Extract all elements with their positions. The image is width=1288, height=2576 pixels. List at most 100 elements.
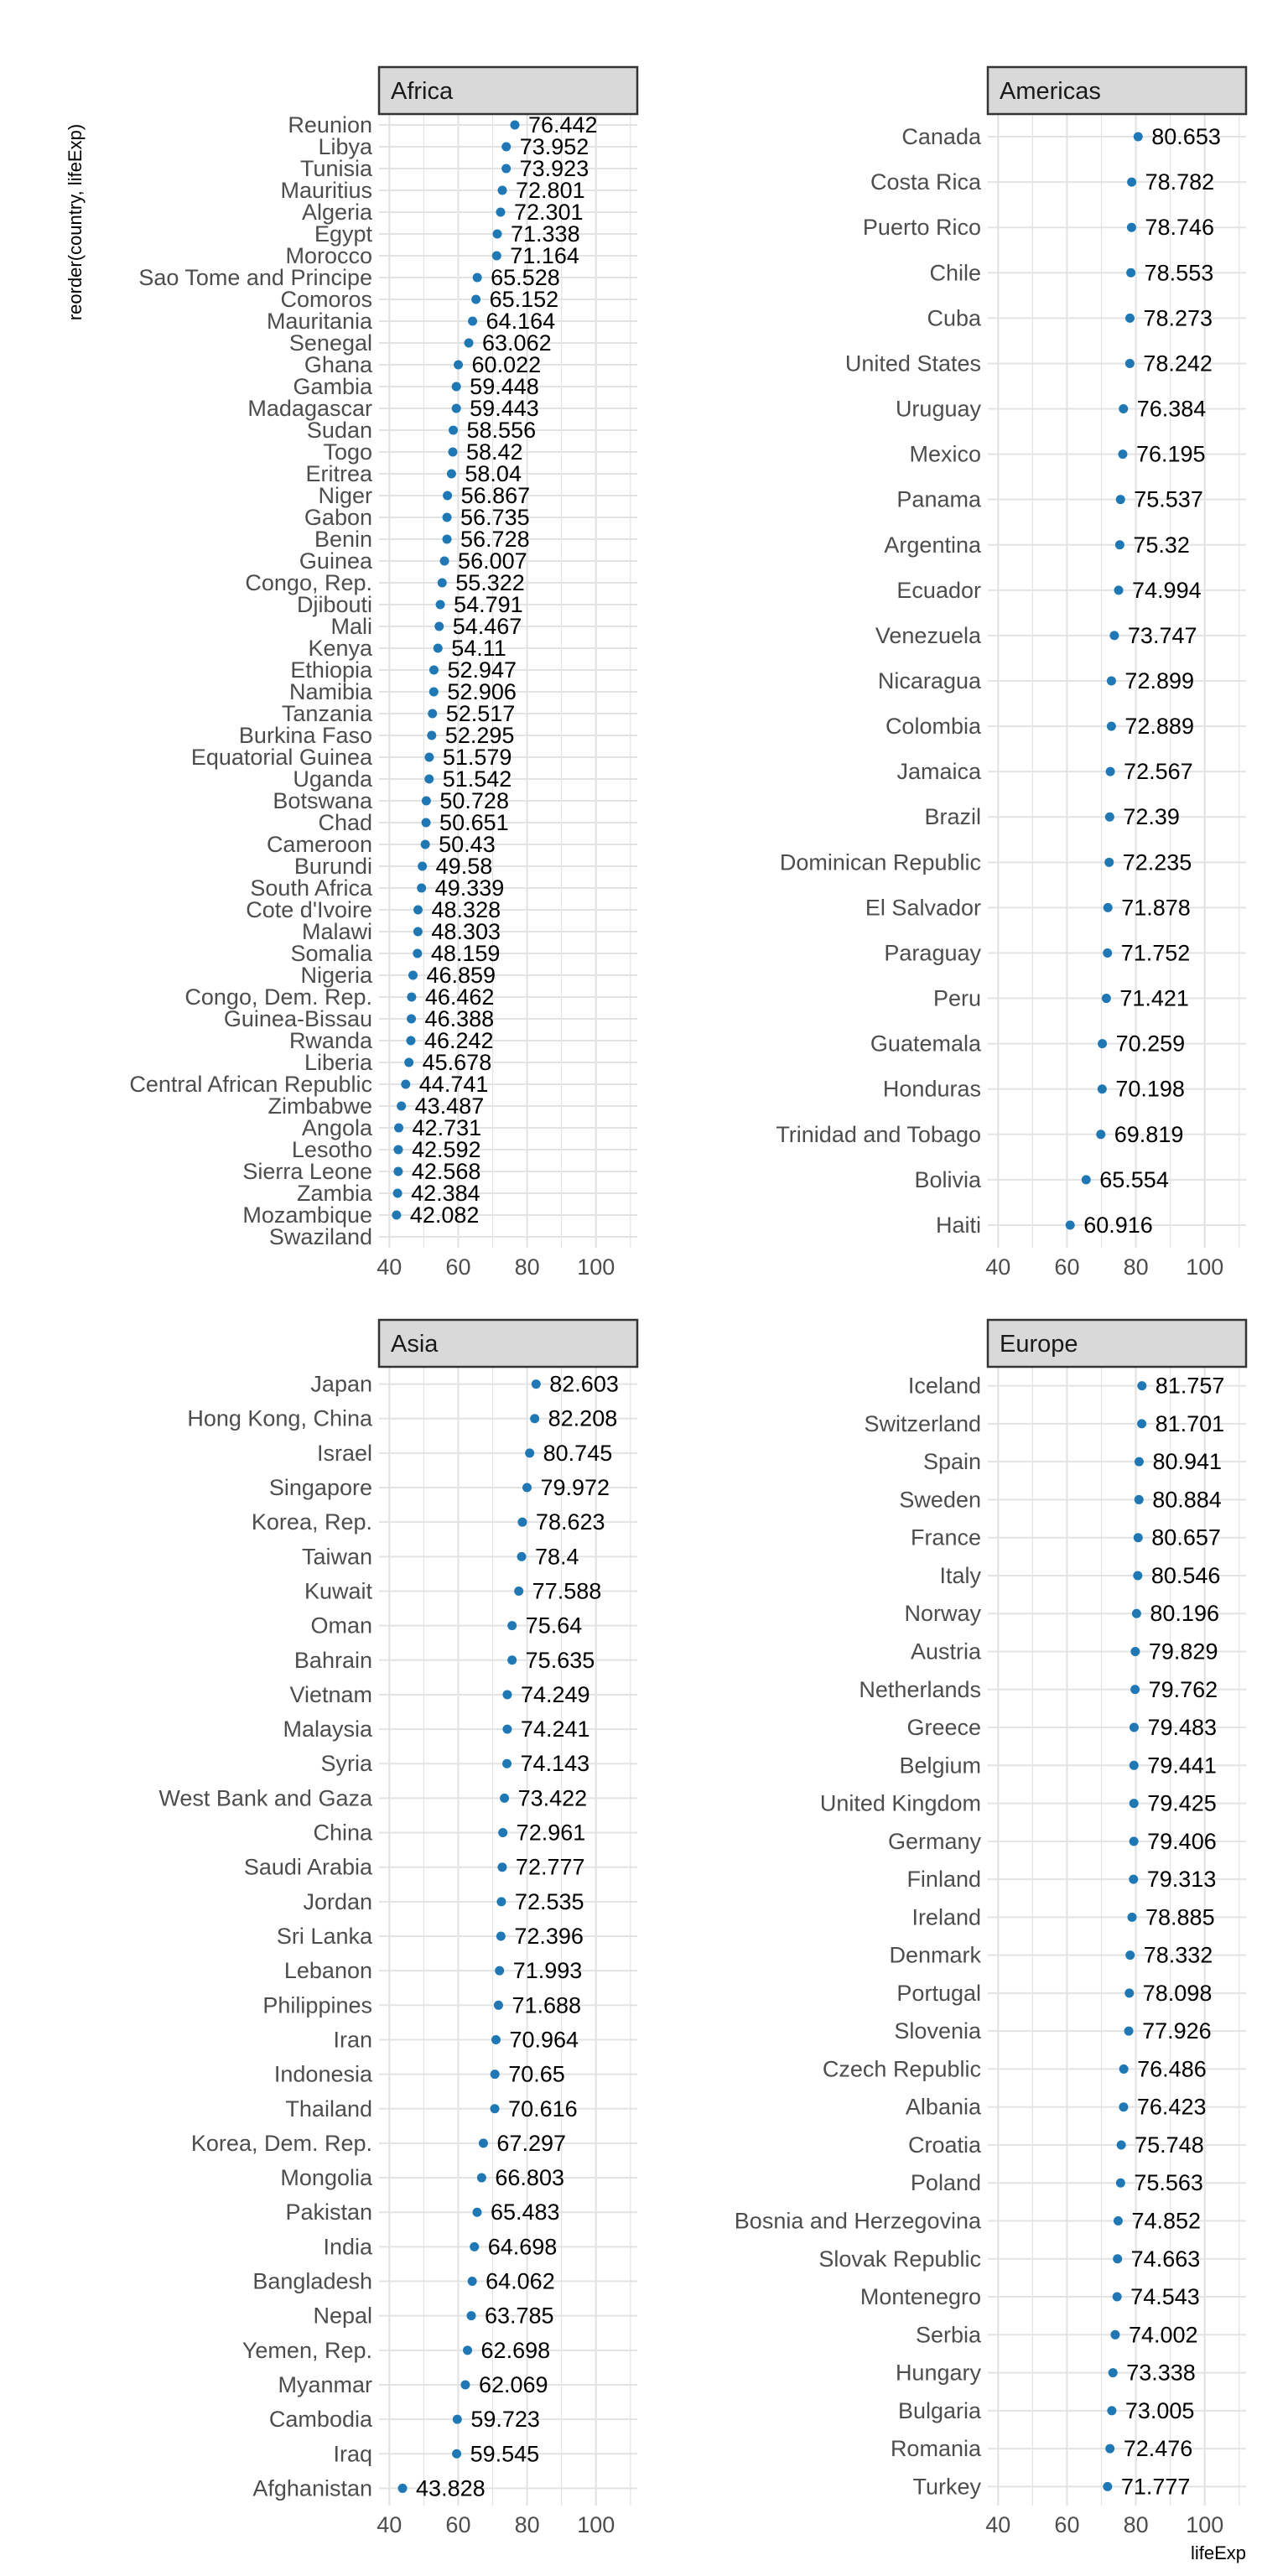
data-point — [1097, 1084, 1107, 1094]
x-axis-title: lifeExp — [1191, 2542, 1246, 2563]
y-tick-label: Uganda — [293, 766, 373, 792]
data-point — [491, 2034, 501, 2044]
data-label: 54.11 — [451, 636, 506, 661]
data-point — [496, 1931, 506, 1941]
data-point — [498, 1828, 508, 1838]
data-point — [501, 142, 512, 152]
data-label: 48.303 — [431, 919, 501, 944]
data-point — [446, 469, 456, 479]
y-tick-label: Cuba — [927, 305, 982, 330]
data-point — [1104, 812, 1114, 822]
data-label: 73.338 — [1126, 2360, 1196, 2386]
data-label: 79.829 — [1149, 1639, 1218, 1665]
y-tick-label: Puerto Rico — [863, 215, 981, 240]
data-label: 70.259 — [1116, 1031, 1186, 1057]
data-point — [476, 2173, 486, 2183]
data-point — [472, 273, 482, 283]
data-label: 52.947 — [447, 657, 517, 683]
y-tick-label: Libya — [318, 134, 373, 159]
y-tick-label: Austria — [911, 1639, 982, 1665]
data-point — [1114, 585, 1124, 595]
data-point — [428, 687, 439, 697]
data-label: 72.396 — [514, 1924, 584, 1949]
data-point — [467, 2277, 477, 2287]
y-tick-label: Jordan — [303, 1889, 372, 1914]
data-point — [502, 1758, 512, 1768]
data-point — [1129, 1760, 1139, 1770]
y-tick-label: Greece — [906, 1715, 981, 1740]
data-label: 72.801 — [516, 178, 585, 203]
data-label: 79.972 — [540, 1475, 610, 1500]
data-label: 60.022 — [472, 352, 542, 377]
data-point — [1127, 177, 1137, 187]
y-tick-label: Tunisia — [300, 156, 373, 181]
y-tick-label: Ethiopia — [290, 657, 373, 683]
data-label: 70.65 — [508, 2062, 565, 2087]
y-tick-label: Portugal — [896, 1981, 981, 2006]
data-point — [1107, 2406, 1117, 2416]
data-label: 55.322 — [455, 570, 525, 595]
data-point — [397, 2483, 408, 2493]
y-tick-label: Vietnam — [289, 1682, 372, 1707]
data-point — [1119, 2102, 1129, 2112]
data-label: 79.313 — [1147, 1867, 1217, 1892]
data-point — [442, 534, 452, 544]
y-tick-label: Kenya — [308, 636, 373, 661]
y-tick-label: Zimbabwe — [267, 1093, 372, 1119]
data-point — [451, 382, 461, 392]
x-tick-label: 80 — [515, 1254, 540, 1280]
data-point — [413, 948, 423, 958]
data-point — [502, 1690, 512, 1700]
data-point — [510, 120, 520, 130]
data-label: 58.42 — [466, 439, 523, 465]
data-point — [468, 316, 478, 326]
y-tick-label: Niger — [318, 483, 372, 508]
data-point — [497, 1862, 507, 1872]
y-tick-label: Brazil — [924, 804, 981, 829]
y-tick-label: Uruguay — [896, 397, 982, 422]
data-label: 46.242 — [424, 1028, 494, 1053]
data-point — [1108, 2368, 1118, 2378]
data-point — [507, 1621, 517, 1631]
data-label: 78.885 — [1145, 1904, 1215, 1929]
data-label: 50.728 — [439, 788, 509, 813]
data-point — [392, 1210, 402, 1220]
data-label: 70.198 — [1115, 1077, 1185, 1102]
data-point — [531, 1379, 541, 1389]
y-tick-label: Sudan — [307, 418, 372, 443]
y-tick-label: Bosnia and Herzegovina — [735, 2209, 982, 2234]
data-label: 81.757 — [1156, 1374, 1225, 1399]
y-tick-label: Argentina — [884, 532, 982, 558]
data-label: 80.196 — [1150, 1601, 1219, 1626]
data-point — [517, 1551, 527, 1561]
data-label: 80.941 — [1152, 1449, 1222, 1474]
data-label: 59.443 — [470, 396, 539, 421]
data-label: 65.152 — [490, 287, 559, 312]
data-label: 65.528 — [491, 265, 560, 290]
data-point — [1105, 2444, 1115, 2454]
data-label: 71.338 — [511, 221, 580, 247]
data-point — [1129, 1836, 1139, 1846]
x-tick-label: 100 — [1186, 2512, 1223, 2537]
data-label: 72.961 — [517, 1820, 586, 1846]
y-tick-label: Mozambique — [242, 1202, 372, 1228]
data-label: 62.069 — [479, 2372, 548, 2397]
data-label: 56.867 — [461, 483, 531, 508]
data-label: 72.235 — [1123, 849, 1192, 875]
data-label: 52.906 — [447, 679, 517, 704]
data-label: 80.745 — [543, 1441, 613, 1466]
data-label: 78.553 — [1145, 260, 1214, 285]
y-tick-label: Trinidad and Tobago — [776, 1122, 981, 1147]
y-tick-label: Malaysia — [283, 1716, 373, 1742]
data-label: 82.603 — [549, 1372, 619, 1397]
y-tick-label: Djibouti — [297, 592, 372, 617]
y-tick-label: Hong Kong, China — [187, 1406, 373, 1431]
data-point — [1137, 1419, 1147, 1429]
y-tick-label: Nepal — [313, 2303, 372, 2329]
data-point — [493, 2000, 503, 2010]
y-tick-label: Sao Tome and Principe — [138, 265, 372, 290]
y-tick-label: Haiti — [936, 1213, 981, 1238]
data-label: 74.143 — [521, 1751, 590, 1776]
y-tick-label: Nigeria — [300, 963, 373, 988]
data-point — [413, 905, 423, 915]
